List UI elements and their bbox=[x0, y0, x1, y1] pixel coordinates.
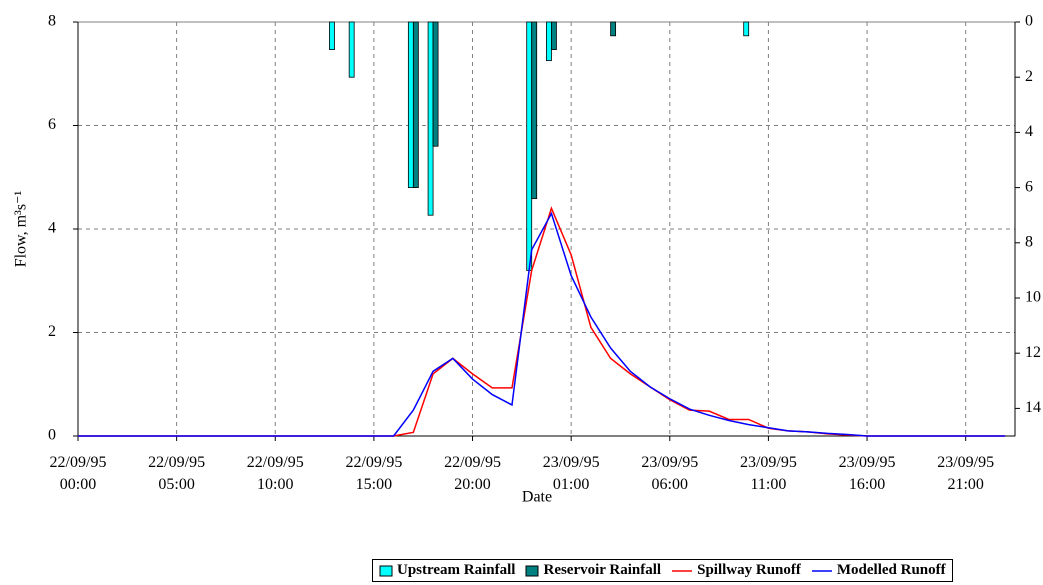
x-tick-label: 23/09/95 11:00 bbox=[739, 454, 797, 493]
bar bbox=[432, 21, 439, 147]
plot-frame bbox=[77, 21, 1016, 437]
bar bbox=[329, 21, 335, 51]
legend-label: Reservoir Rainfall bbox=[543, 562, 662, 578]
x-tick-label: 22/09/95 20:00 bbox=[444, 454, 501, 493]
line bbox=[78, 211, 1006, 437]
bar bbox=[531, 21, 538, 200]
y2-tick-label: 8 bbox=[1025, 233, 1033, 250]
x-tick-label: 23/09/95 21:00 bbox=[937, 454, 995, 493]
bar bbox=[412, 21, 419, 189]
legend-swatch bbox=[672, 569, 693, 572]
legend-label: Upstream Rainfall bbox=[397, 562, 516, 578]
bar bbox=[743, 21, 750, 37]
x-tick-label: 23/09/95 16:00 bbox=[838, 454, 896, 493]
legend-swatch bbox=[379, 565, 393, 576]
legend-label: Modelled Runoff bbox=[836, 562, 946, 578]
bar bbox=[546, 21, 552, 62]
y2-tick-label: 4 bbox=[1025, 123, 1033, 140]
bar bbox=[551, 21, 557, 51]
legend-entry: Modelled Runoff bbox=[811, 562, 946, 579]
legend: Upstream Rainfall Reservoir Rainfall Spill… bbox=[372, 559, 953, 582]
legend-swatch-bar bbox=[525, 565, 539, 576]
y-axis-label: Flow, m³s⁻¹ bbox=[13, 191, 30, 268]
legend-label: Spillway Runoff bbox=[697, 562, 801, 578]
bar bbox=[610, 21, 617, 37]
x-tick-label: 22/09/95 00:00 bbox=[49, 454, 107, 493]
x-tick-label: 23/09/95 01:00 bbox=[542, 454, 600, 493]
line bbox=[78, 206, 1006, 437]
y-tick-label: 0 bbox=[48, 427, 56, 444]
x-tick-label: 22/09/95 15:00 bbox=[345, 454, 403, 493]
bar bbox=[407, 21, 414, 189]
legend-swatch-bar bbox=[379, 565, 393, 576]
bar bbox=[526, 21, 533, 271]
y-tick-label: 4 bbox=[48, 220, 56, 237]
legend-entry: Reservoir Rainfall bbox=[525, 562, 661, 579]
legend-swatch bbox=[811, 569, 832, 572]
legend-swatch bbox=[525, 565, 539, 576]
bar bbox=[348, 21, 355, 78]
y2-tick-label: 6 bbox=[1025, 178, 1033, 195]
bar bbox=[427, 21, 434, 216]
x-tick-label: 23/09/95 06:00 bbox=[641, 454, 699, 493]
legend-entry: Upstream Rainfall bbox=[379, 562, 515, 579]
y2-tick-label: 10 bbox=[1025, 289, 1041, 306]
x-axis-label: Date bbox=[522, 489, 552, 506]
y2-tick-label: 2 bbox=[1025, 68, 1033, 85]
y2-tick-label: 12 bbox=[1025, 344, 1041, 361]
y-tick-label: 2 bbox=[48, 323, 56, 340]
y2-tick-label: 0 bbox=[1025, 13, 1033, 30]
x-tick-label: 22/09/95 05:00 bbox=[148, 454, 206, 493]
x-tick-label: 22/09/95 10:00 bbox=[246, 454, 304, 493]
y-tick-label: 6 bbox=[48, 116, 56, 133]
y-tick-label: 8 bbox=[48, 13, 56, 30]
legend-entry: Spillway Runoff bbox=[671, 562, 801, 579]
y2-tick-label: 14 bbox=[1025, 399, 1041, 416]
